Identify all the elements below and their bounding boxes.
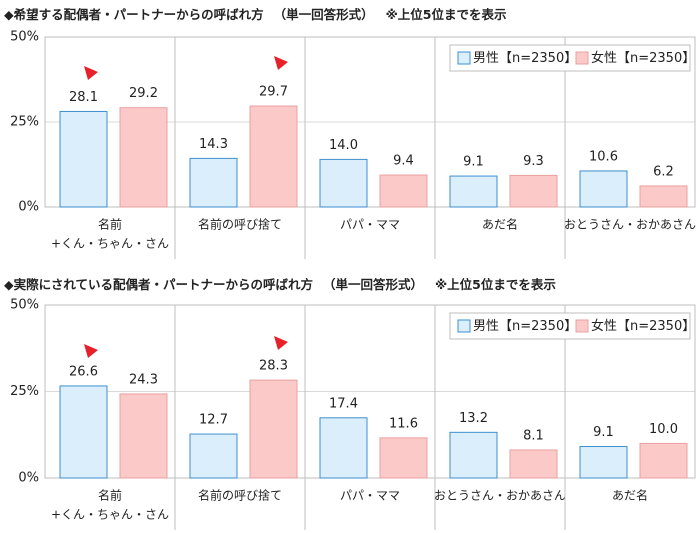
y-tick-label: 50% — [10, 30, 39, 45]
x-tick-label: 名前 — [98, 488, 122, 503]
value-label: 9.1 — [463, 155, 484, 170]
legend-box — [449, 312, 691, 340]
plot-border — [44, 304, 696, 479]
value-label: 26.6 — [69, 364, 98, 379]
bar — [639, 442, 688, 479]
legend-swatch — [457, 51, 471, 65]
y-tick-label: 0% — [18, 471, 39, 486]
x-tick-label: パパ・ママ — [340, 489, 400, 503]
bar — [249, 105, 298, 208]
bar — [189, 157, 238, 208]
value-label: 8.1 — [523, 428, 544, 443]
subtitle: （単一回答形式） — [323, 277, 423, 292]
legend-box — [449, 44, 691, 72]
value-label: 14.0 — [329, 138, 358, 153]
x-tick-label: 名前の呼び捨て — [198, 217, 282, 232]
bar — [119, 107, 168, 208]
value-label: 28.1 — [69, 90, 98, 105]
y-tick-label: 50% — [10, 298, 39, 313]
bar — [379, 437, 428, 479]
value-label: 17.4 — [329, 396, 358, 411]
highlight-marker — [84, 344, 98, 358]
title: ◆実際にされている配偶者・パートナーからの呼ばれ方 — [4, 277, 313, 292]
x-tick-label: おとうさん・おかあさん — [434, 489, 566, 503]
value-label: 29.2 — [129, 86, 158, 101]
x-tick-label: +くん・ちゃん・さん — [51, 508, 169, 522]
highlight-marker — [274, 336, 288, 350]
note: ※上位5位までを表示 — [435, 277, 556, 292]
x-tick-label: 名前 — [98, 217, 122, 232]
value-label: 6.2 — [653, 164, 674, 179]
legend-swatch — [457, 319, 471, 333]
bar — [59, 385, 108, 479]
title: ◆希望する配偶者・パートナーからの呼ばれ方 — [4, 7, 264, 22]
legend-label: 女性【n=2350】 — [591, 50, 695, 66]
y-tick-label: 0% — [18, 200, 39, 215]
x-tick-label: あだ名 — [482, 217, 518, 232]
value-label: 12.7 — [199, 413, 228, 428]
value-label: 28.3 — [259, 359, 288, 374]
x-tick-label: パパ・ママ — [340, 218, 400, 232]
value-label: 10.0 — [649, 422, 678, 437]
y-tick-label: 25% — [10, 384, 39, 399]
plot-border — [44, 36, 696, 208]
legend-label: 女性【n=2350】 — [591, 318, 695, 334]
subtitle: （単一回答形式） — [274, 7, 374, 22]
chart-title: ◆実際にされている配偶者・パートナーからの呼ばれ方 （単一回答形式） ※上位5位まで… — [4, 277, 556, 292]
x-tick-label: おとうさん・おかあさん — [564, 218, 696, 232]
bar — [579, 170, 628, 208]
y-tick-label: 25% — [10, 115, 39, 130]
bar — [579, 446, 628, 479]
bar — [379, 174, 428, 208]
value-label: 9.3 — [523, 154, 544, 169]
value-label: 24.3 — [129, 372, 158, 387]
bar — [639, 185, 688, 208]
bar — [249, 379, 298, 479]
note: ※上位5位までを表示 — [386, 7, 507, 22]
bar — [449, 431, 498, 479]
highlight-marker — [274, 56, 288, 70]
bar — [319, 158, 368, 208]
x-tick-label: あだ名 — [612, 488, 648, 503]
bar — [119, 393, 168, 479]
bar — [509, 174, 558, 208]
bar — [319, 417, 368, 479]
legend-swatch — [575, 51, 589, 65]
bar — [509, 449, 558, 479]
bar — [59, 110, 108, 208]
value-label: 10.6 — [589, 149, 618, 164]
legend-swatch — [575, 319, 589, 333]
value-label: 14.3 — [199, 137, 228, 152]
value-label: 9.4 — [393, 154, 414, 169]
value-label: 29.7 — [259, 85, 288, 100]
value-label: 13.2 — [459, 411, 488, 426]
x-tick-label: 名前の呼び捨て — [198, 488, 282, 503]
highlight-marker — [84, 66, 98, 80]
chart-title: ◆希望する配偶者・パートナーからの呼ばれ方 （単一回答形式） ※上位5位までを表示 — [4, 7, 507, 22]
legend-label: 男性【n=2350】 — [473, 319, 577, 334]
x-tick-label: +くん・ちゃん・さん — [51, 237, 169, 251]
legend-label: 男性【n=2350】 — [473, 51, 577, 66]
bar — [189, 433, 238, 479]
bar — [449, 175, 498, 208]
value-label: 11.6 — [389, 416, 418, 431]
value-label: 9.1 — [593, 425, 614, 440]
